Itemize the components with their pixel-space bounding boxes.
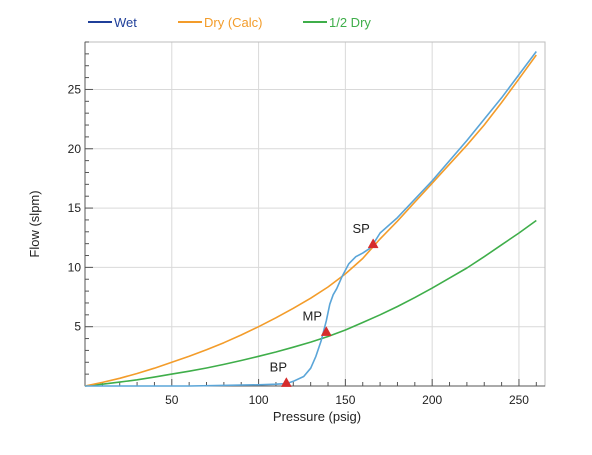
markers-group: BP MP SP: [270, 221, 379, 387]
marker-sp: [367, 238, 379, 249]
x-axis-title: Pressure (psig): [273, 409, 361, 424]
x-tick-label: 150: [335, 393, 355, 407]
y-tick-label: 5: [74, 320, 81, 334]
y-tick-label: 15: [68, 201, 82, 215]
series-group: [84, 51, 537, 387]
x-tick-label: 100: [249, 393, 269, 407]
legend-label: 1/2 Dry: [329, 15, 371, 30]
x-tick-label: 50: [165, 393, 179, 407]
annotation-bp: BP: [270, 360, 287, 375]
legend: Wet Dry (Calc) 1/2 Dry: [88, 15, 371, 30]
y-tick-label: 20: [68, 142, 82, 156]
series-line-1-2-dry: [84, 219, 537, 387]
marker-mp: [320, 326, 332, 336]
y-tick-label: 25: [68, 82, 82, 96]
annotation-mp: MP: [303, 309, 323, 324]
legend-label: Wet: [114, 15, 137, 30]
y-axis-title: Flow (slpm): [27, 190, 42, 257]
annotation-sp: SP: [352, 221, 369, 236]
plot-frame: [84, 41, 546, 387]
series-line-dry-calc: [84, 54, 537, 387]
grid: [85, 42, 545, 386]
x-tick-label: 250: [509, 393, 529, 407]
series-line-wet: [85, 51, 537, 387]
marker-bp: [280, 377, 292, 387]
y-tick-label: 10: [68, 260, 82, 274]
legend-label: Dry (Calc): [204, 15, 263, 30]
x-tick-label: 200: [422, 393, 442, 407]
